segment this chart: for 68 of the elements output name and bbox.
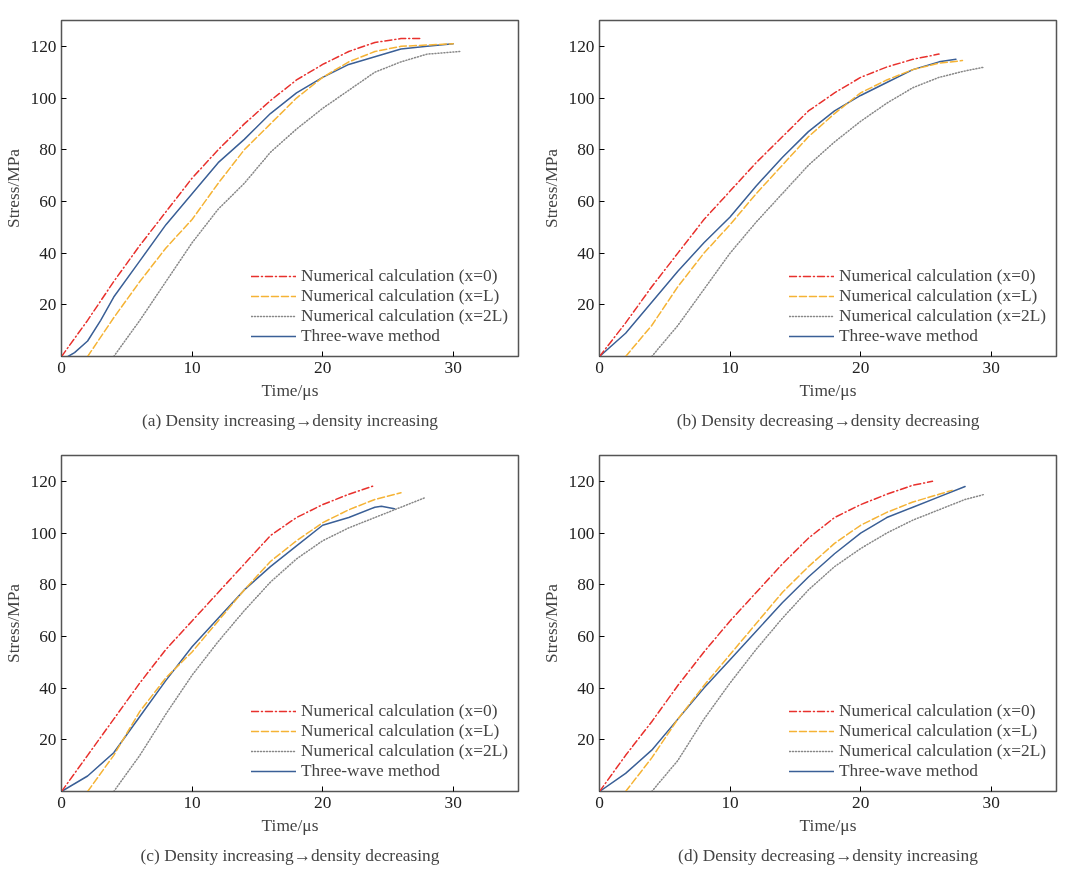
x-tick-label: 20 [851,357,870,377]
y-tick-label: 100 [30,88,57,108]
legend-label: Numerical calculation (x=0) [838,701,1036,721]
y-tick-label: 80 [577,575,595,595]
x-tick-label: 20 [313,357,332,377]
y-tick-label: 20 [577,295,595,315]
legend-label: Three-wave method [300,761,440,781]
y-tick-label: 120 [30,471,57,491]
y-tick-label: 40 [39,243,57,263]
legend-label: Numerical calculation (x=0) [300,701,498,721]
x-tick-label: 10 [183,792,201,812]
x-axis-title: Time/μs [799,815,857,835]
x-tick-label: 10 [721,792,739,812]
legend-label: Numerical calculation (x=2L) [838,741,1046,761]
y-tick-label: 80 [39,140,57,160]
y-axis-title: Stress/MPa [3,583,23,663]
y-tick-label: 40 [577,678,595,698]
x-axis-title: Time/μs [799,380,857,400]
text: (c) Density increasing→density decreasing [140,845,440,865]
x-tick-label: 0 [57,792,66,812]
legend-label: Numerical calculation (x=L) [838,286,1038,306]
y-tick-label: 40 [39,678,57,698]
x-tick-label: 0 [595,792,604,812]
y-tick-label: 40 [577,243,595,263]
legend-label: Numerical calculation (x=0) [300,266,498,286]
x-axis-title: Time/μs [261,815,319,835]
text: (d) Density decreasing→density increasing [678,845,979,865]
y-tick-label: 80 [577,140,595,160]
x-tick-label: 30 [982,792,1000,812]
y-tick-label: 20 [39,730,57,750]
y-tick-label: 120 [568,471,595,491]
x-tick-label: 20 [313,792,332,812]
legend-label: Numerical calculation (x=2L) [838,306,1046,326]
y-tick-label: 20 [577,730,595,750]
y-tick-label: 120 [30,36,57,56]
y-axis-title: Stress/MPa [541,583,561,663]
y-tick-label: 100 [30,523,57,543]
text: (a) Density increasing→density increasing [142,410,439,430]
x-tick-label: 30 [444,357,462,377]
legend-label: Numerical calculation (x=L) [300,286,500,306]
y-tick-label: 60 [577,191,595,211]
text: (b) Density decreasing→density decreasing [676,410,980,430]
x-tick-label: 10 [721,357,739,377]
x-tick-label: 0 [57,357,66,377]
y-tick-label: 100 [568,523,595,543]
legend-label: Numerical calculation (x=2L) [300,741,508,761]
legend-label: Three-wave method [838,761,978,781]
y-tick-label: 80 [39,575,57,595]
y-tick-label: 20 [39,295,57,315]
y-axis-title: Stress/MPa [541,148,561,228]
legend-label: Numerical calculation (x=2L) [300,306,508,326]
x-tick-label: 30 [982,357,1000,377]
y-tick-label: 100 [568,88,595,108]
y-tick-label: 60 [39,626,57,646]
y-axis-title: Stress/MPa [3,148,23,228]
x-tick-label: 0 [595,357,604,377]
x-tick-label: 10 [183,357,201,377]
legend-label: Three-wave method [838,326,978,346]
x-tick-label: 30 [444,792,462,812]
y-tick-label: 60 [577,626,595,646]
legend-label: Numerical calculation (x=0) [838,266,1036,286]
y-tick-label: 120 [568,36,595,56]
x-axis-title: Time/μs [261,380,319,400]
legend-label: Numerical calculation (x=L) [300,721,500,741]
x-tick-label: 20 [851,792,870,812]
legend-label: Numerical calculation (x=L) [838,721,1038,741]
y-tick-label: 60 [39,191,57,211]
legend-label: Three-wave method [300,326,440,346]
